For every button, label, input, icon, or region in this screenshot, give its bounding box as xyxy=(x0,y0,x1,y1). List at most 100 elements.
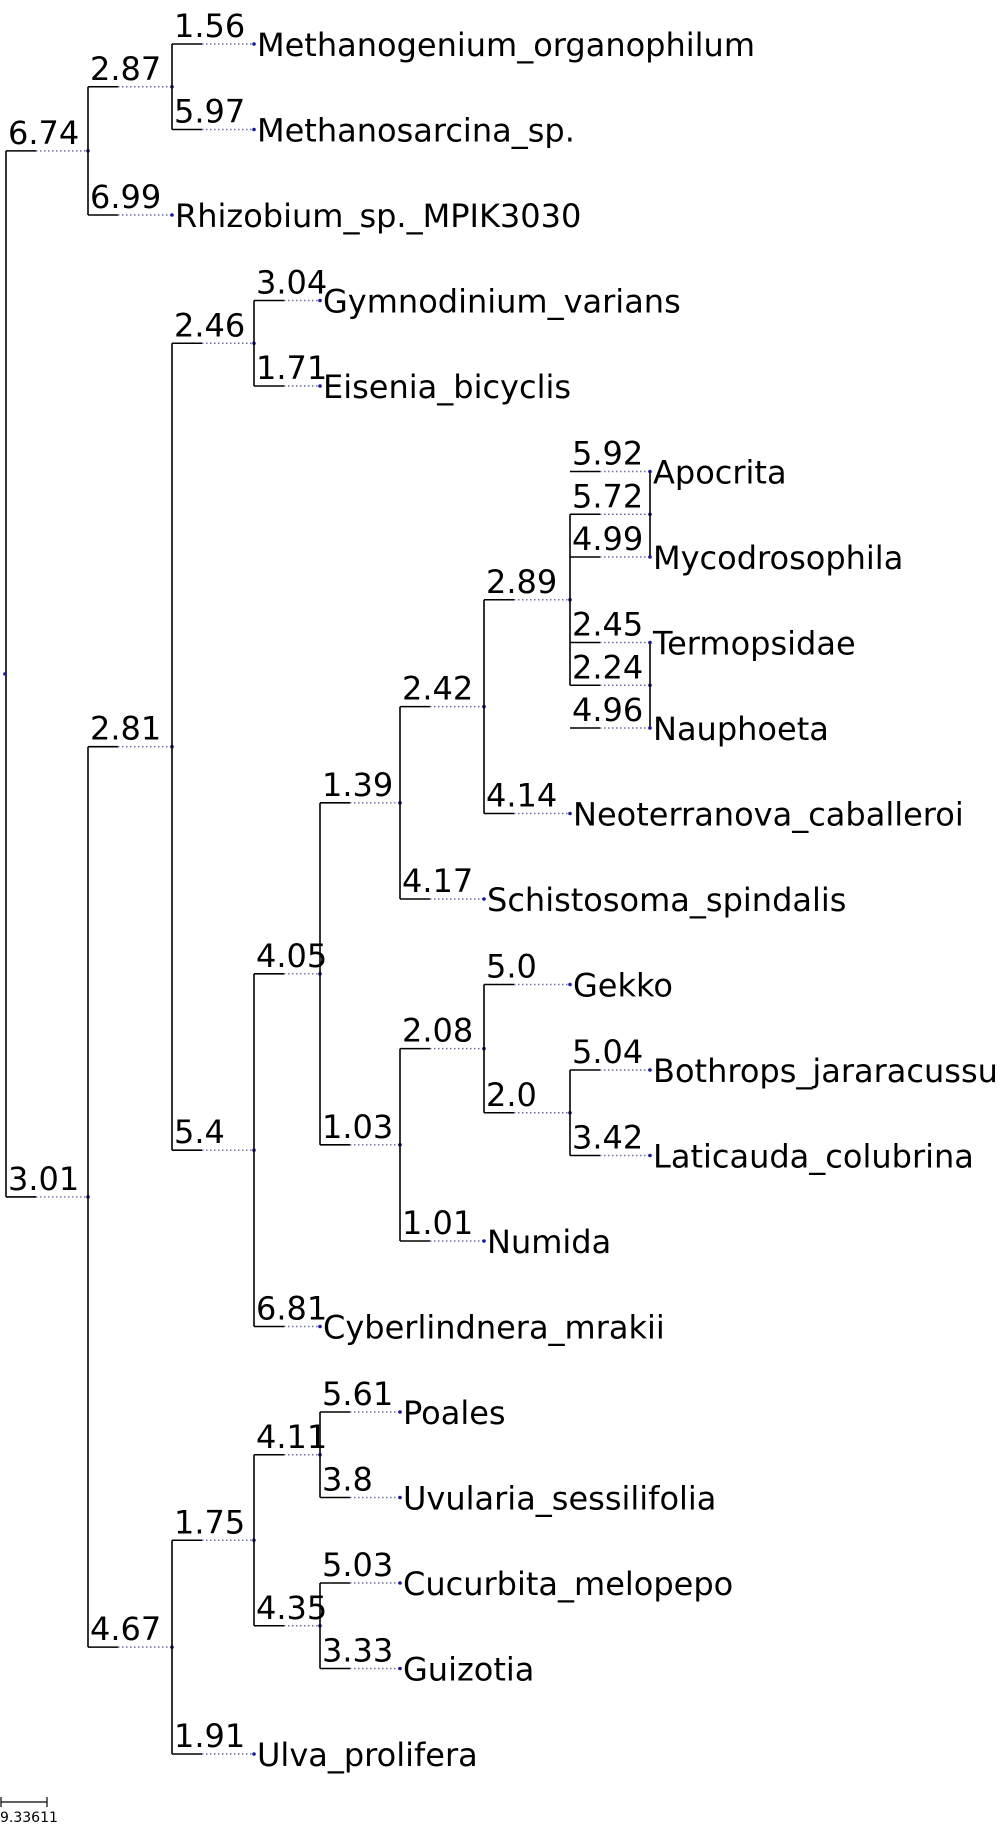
leaf-label: Schistosoma_spindalis xyxy=(487,881,846,919)
leaf-label: Mycodrosophila xyxy=(653,539,903,577)
branch-length-label: 2.89 xyxy=(486,563,557,601)
leaf-label: Eisenia_bicyclis xyxy=(323,368,571,406)
branch-length-label: 1.01 xyxy=(402,1204,473,1242)
leaf-label: Rhizobium_sp._MPIK3030 xyxy=(175,197,581,235)
leaf-12-branch: 5.04 Bothrops_jararacussu xyxy=(570,1033,998,1090)
node-dot xyxy=(318,1324,322,1329)
leaf-0-branch: 1.56 Methanogenium_organophilum xyxy=(172,7,755,64)
leaf-13-branch: 3.42 Laticauda_colubrina xyxy=(570,1119,974,1176)
branch-length-label: 6.74 xyxy=(8,114,79,152)
internal-node-b-branch: 2.87 xyxy=(88,50,174,89)
node-dot xyxy=(252,127,256,132)
leaf-2-branch: 6.99 Rhizobium_sp._MPIK3030 xyxy=(88,178,581,235)
internal-node-o-branch: 2.08 xyxy=(400,1012,486,1051)
branch-length-label: 1.56 xyxy=(174,7,245,45)
leaf-14-branch: 1.01 Numida xyxy=(400,1204,611,1261)
leaf-16-branch: 5.61 Poales xyxy=(320,1375,506,1432)
branch-length-label: 1.71 xyxy=(256,349,327,387)
branch-length-label: 5.92 xyxy=(572,435,643,473)
branch-length-label: 5.4 xyxy=(174,1113,225,1151)
branch-length-label: 1.39 xyxy=(322,766,393,804)
branch-length-label: 4.67 xyxy=(90,1610,161,1648)
internal-node-p-branch: 2.0 xyxy=(484,1076,572,1115)
leaf-label: Numida xyxy=(487,1223,611,1261)
branch-length-label: 2.42 xyxy=(402,670,473,708)
branch-length-label: 6.81 xyxy=(256,1290,327,1328)
node-dot xyxy=(648,1068,652,1072)
node-dot xyxy=(648,555,652,559)
internal-node-c-branch: 3.01 xyxy=(6,1160,90,1199)
branch-length-label: 5.97 xyxy=(174,93,245,131)
leaf-label: Uvularia_sessilifolia xyxy=(403,1480,716,1518)
internal-node-q-branch: 1.75 xyxy=(172,1503,256,1543)
node-dot xyxy=(568,982,572,987)
node-dot xyxy=(252,1752,256,1756)
leaf-7-branch: 2.45 Termopsidae xyxy=(570,606,856,663)
branch-length-label: 1.03 xyxy=(322,1108,393,1146)
branch-length-label: 4.99 xyxy=(572,520,643,558)
node-dot xyxy=(398,1495,402,1500)
internal-node-s-branch: 4.35 xyxy=(254,1589,327,1628)
leaf-9-branch: 4.14 Neoterranova_caballeroi xyxy=(484,777,964,834)
branch-length-label: 4.05 xyxy=(256,937,327,975)
root-node xyxy=(3,672,7,676)
branch-length-label: 5.61 xyxy=(322,1375,393,1413)
internal-node-r-branch: 4.11 xyxy=(254,1418,327,1457)
branch-length-label: 4.11 xyxy=(256,1418,327,1456)
node-dot xyxy=(318,298,322,303)
leaf-label: Laticauda_colubrina xyxy=(653,1138,974,1176)
node-dot xyxy=(648,726,652,730)
leaf-label: Termopsidae xyxy=(652,625,856,663)
internal-node-f-branch: 2.46 xyxy=(172,306,256,346)
branch-length-label: 2.87 xyxy=(90,50,161,88)
node-dot xyxy=(482,897,486,901)
leaf-label: Cucurbita_melopepo xyxy=(403,1565,733,1603)
branch-length-label: 4.17 xyxy=(402,862,473,900)
leaf-6-branch: 4.99 Mycodrosophila xyxy=(570,520,903,577)
node-dot xyxy=(648,1153,652,1158)
branch-length-label: 5.0 xyxy=(486,948,537,986)
branch-length-label: 5.03 xyxy=(322,1546,393,1584)
node-dot xyxy=(398,1410,402,1414)
node-dot xyxy=(318,384,322,388)
branch-length-label: 4.35 xyxy=(256,1589,327,1627)
node-dot xyxy=(398,1581,402,1585)
branch-length-label: 1.75 xyxy=(174,1503,245,1541)
node-dot xyxy=(482,1239,486,1243)
branch-length-label: 5.72 xyxy=(572,477,643,515)
leaf-label: Guizotia xyxy=(403,1651,534,1689)
leaf-10-branch: 4.17 Schistosoma_spindalis xyxy=(400,862,846,919)
leaf-8-branch: 4.96 Nauphoeta xyxy=(570,691,829,748)
node-dot xyxy=(252,42,256,46)
internal-node-k-branch: 2.89 xyxy=(484,563,572,602)
internal-node-e-branch: 4.67 xyxy=(88,1610,174,1649)
leaf-19-branch: 3.33 Guizotia xyxy=(320,1632,534,1689)
node-dot xyxy=(568,811,572,816)
branch-length-label: 2.81 xyxy=(90,710,161,748)
branch-length-label: 3.04 xyxy=(256,264,327,302)
branch-length-label: 3.42 xyxy=(572,1119,643,1157)
leaf-label: Methanogenium_organophilum xyxy=(257,26,755,64)
leaf-label: Gekko xyxy=(573,967,673,1005)
branch-length-label: 1.91 xyxy=(174,1717,245,1755)
branch-length-label: 2.0 xyxy=(486,1076,537,1114)
leaf-label: Ulva_prolifera xyxy=(257,1736,478,1774)
branch-length-label: 2.24 xyxy=(572,648,643,686)
leaf-5-branch: 5.92 Apocrita xyxy=(570,435,787,492)
leaf-label: Neoterranova_caballeroi xyxy=(573,796,964,834)
internal-node-h-branch: 4.05 xyxy=(254,937,327,976)
node-dot xyxy=(648,469,652,474)
branch-length-label: 4.96 xyxy=(572,691,643,729)
branch-length-label: 3.01 xyxy=(8,1160,79,1198)
branch-length-label: 3.33 xyxy=(322,1632,393,1670)
leaf-11-branch: 5.0 Gekko xyxy=(484,948,673,1005)
internal-node-g-branch: 5.4 xyxy=(172,1113,256,1152)
leaf-label: Nauphoeta xyxy=(653,710,829,748)
internal-node-a-branch: 6.74 xyxy=(6,114,90,153)
node-dot xyxy=(398,1666,402,1671)
leaf-20-branch: 1.91 Ulva_prolifera xyxy=(172,1717,478,1774)
branch-length-label: 5.04 xyxy=(572,1033,643,1071)
